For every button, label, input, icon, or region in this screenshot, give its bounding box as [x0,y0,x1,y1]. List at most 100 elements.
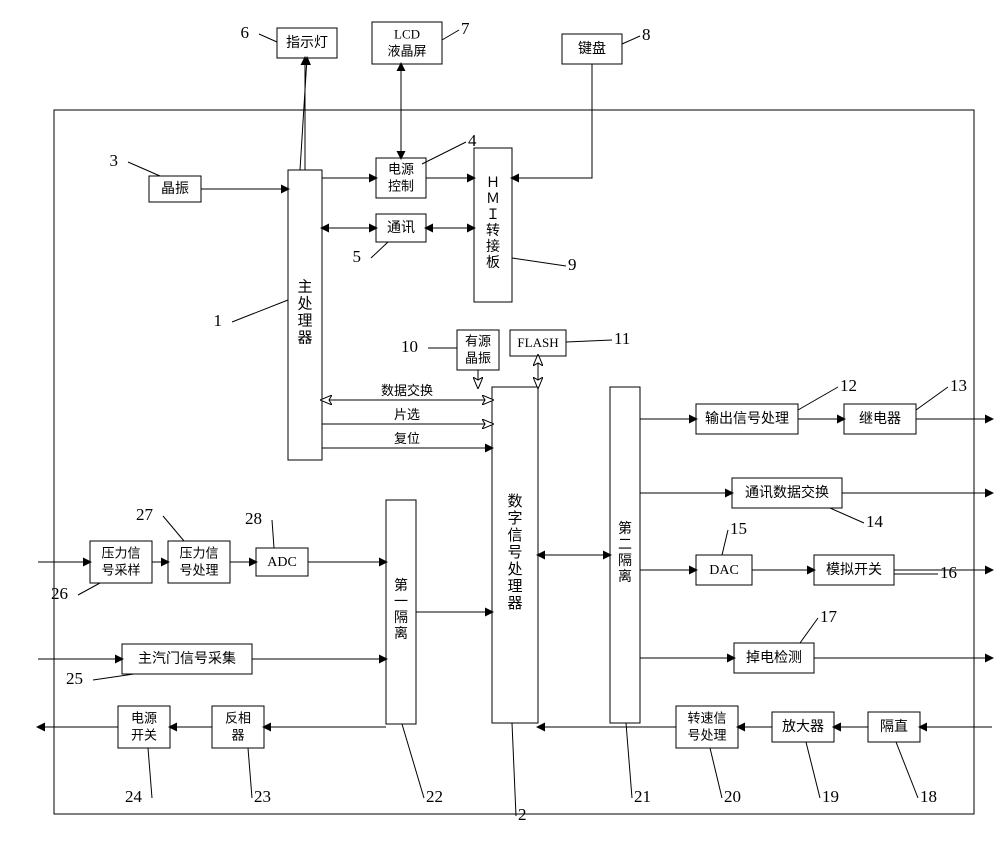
arrow [512,64,592,178]
block-label: 号处理 [687,727,726,742]
callout-number: 22 [426,787,443,806]
callout-number: 9 [568,255,577,274]
callout-leader [512,258,566,266]
block-label: 有源 [465,333,491,348]
block-label: 号处理 [179,562,218,577]
block-label: 电源 [388,161,414,176]
callout-number: 18 [920,787,937,806]
block-label: 器 [231,727,244,742]
bus-label: 片选 [394,407,420,422]
callout-leader [93,674,134,680]
callout-leader [722,530,728,555]
block-label: 一 [394,595,408,610]
callout-number: 28 [245,509,262,528]
callout-number: 3 [110,151,119,170]
callout-number: 17 [820,607,838,626]
callout-number: 16 [940,563,957,582]
callout-number: 8 [642,25,651,44]
block-label: 输出信号处理 [705,411,789,427]
callout-number: 7 [461,19,470,38]
block-diagram: 指示灯LCD液晶屏键盘晶振主处理器电源控制通讯ＨＭＩ转接板有源晶振FLASH数字… [0,0,1000,860]
callout-leader [272,520,274,548]
block-label: 继电器 [859,411,901,427]
callout-leader [371,242,388,258]
block-label: 隔 [394,610,408,626]
callout-leader [78,583,100,595]
callout-leader [896,742,918,798]
callout-leader [798,387,838,410]
block-label: 离 [394,625,408,642]
block-label: 理 [507,579,522,595]
callout-leader [806,742,820,798]
callout-leader [626,723,632,798]
block-label: 开关 [131,727,157,742]
callout-leader [830,508,864,523]
callout-number: 27 [136,505,154,524]
callout-number: 12 [840,376,857,395]
block-label: 主汽门信号采集 [138,650,236,667]
callout-leader [622,36,640,44]
callout-leader [512,723,516,816]
block-label: 号 [507,545,522,561]
block-label: 压力信 [101,545,140,560]
block-label: 压力信 [179,545,218,560]
callout-number: 6 [241,23,250,42]
bus-label: 数据交换 [381,383,433,398]
block-label: 隔 [618,553,632,569]
callout-leader [128,162,160,176]
block-label: Ｍ [486,192,500,207]
callout-leader [232,300,288,322]
callout-number: 1 [214,311,223,330]
block-label: FLASH [517,335,558,350]
callout-leader [442,30,459,40]
block-label: Ｈ [486,176,500,191]
block-label: 理 [297,314,312,330]
callout-number: 11 [614,329,630,348]
callout-leader [916,387,948,410]
block-label: 晶振 [161,181,189,197]
callout-number: 19 [822,787,839,806]
block-label: 键盘 [578,40,606,57]
block-label: 第 [618,520,632,537]
block-label: 二 [618,538,632,553]
callout-leader [163,516,184,541]
block-label: 号采样 [101,562,140,577]
block-label: 控制 [388,178,414,193]
callout-leader [248,748,252,798]
callout-leader [148,748,152,798]
block-label: 指示灯 [286,35,328,51]
block-label: 处 [297,296,312,313]
block-label: 隔直 [880,718,908,735]
callout-number: 24 [125,787,143,806]
arrow [300,58,307,170]
block-label: 数 [507,493,522,510]
callout-number: 4 [468,131,477,150]
callout-number: 23 [254,787,271,806]
block-label: 主 [297,279,312,296]
callout-number: 10 [401,337,418,356]
block-label: 信 [507,527,522,544]
block-label: 转速信 [687,710,726,725]
block-label: 通讯数据交换 [745,484,829,501]
callout-number: 25 [66,669,83,688]
callout-leader [566,340,612,342]
block-label: 通讯 [387,220,415,236]
block-label: 液晶屏 [387,43,426,58]
callout-leader [710,748,722,798]
block-label: 处 [507,561,522,578]
block-label: Ｉ [486,208,500,223]
block-label: 接 [486,238,500,255]
callout-number: 15 [730,519,747,538]
callout-number: 20 [724,787,741,806]
block-label: DAC [709,563,739,578]
block-label: 转 [486,223,500,239]
callout-number: 13 [950,376,967,395]
callout-number: 14 [866,512,884,531]
block-label: 器 [297,331,312,347]
block-label: 板 [486,255,500,271]
block-label: 第 [394,577,408,594]
block-label: 电源 [131,710,157,725]
block-label: 掉电检测 [746,650,802,666]
callout-number: 21 [634,787,651,806]
bus-label: 复位 [394,431,420,446]
